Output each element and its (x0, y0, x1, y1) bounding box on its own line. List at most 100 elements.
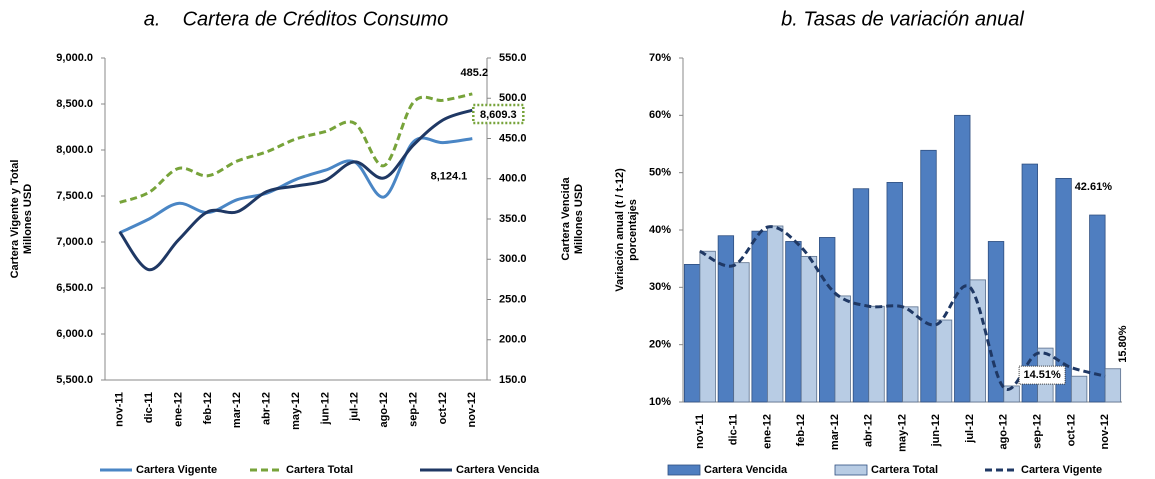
data-label-box (1018, 365, 1066, 385)
bar (1021, 163, 1038, 403)
y2-tick-label: 250.0 (499, 293, 527, 305)
y-tick-label: 6,500.0 (56, 282, 93, 294)
y2-tick-label: 400.0 (499, 173, 527, 185)
x-tick-label: jul-12 (349, 392, 361, 422)
line-series (699, 225, 1106, 391)
x-tick-label: ago-12 (378, 392, 390, 427)
x-tick-label: jun-12 (319, 392, 331, 425)
y2-axis-title: Millones USD (573, 184, 585, 254)
bar (987, 241, 1005, 403)
y2-tick-label: 200.0 (499, 334, 527, 346)
legend-label: Cartera Vencida (456, 464, 540, 476)
bar (902, 306, 919, 403)
data-label: 15.80% (1117, 325, 1129, 363)
y2-tick-label: 500.0 (499, 92, 527, 104)
chart-title: a. Cartera de Créditos Consumo (144, 8, 449, 30)
x-tick-label: abr-12 (261, 392, 273, 425)
bar (800, 255, 818, 403)
legend-label: Cartera Total (286, 464, 353, 476)
legend-swatch (834, 464, 868, 476)
bar (683, 263, 701, 403)
x-tick-label: mar-12 (231, 392, 243, 428)
bar (868, 305, 885, 403)
bar (920, 149, 937, 403)
x-tick-label: jun-12 (930, 414, 942, 447)
line-series (119, 136, 473, 235)
legend-label: Cartera Vigente (1021, 464, 1102, 476)
bar (969, 279, 986, 403)
bar (1055, 177, 1072, 403)
bar (767, 225, 784, 403)
y-tick-label: 8,000.0 (56, 144, 93, 156)
x-tick-label: oct-12 (1065, 414, 1077, 446)
y-tick-label: 9,000.0 (56, 52, 93, 64)
x-tick-label: nov-12 (1099, 414, 1111, 449)
x-tick-label: mar-12 (829, 414, 841, 450)
bar (1104, 368, 1122, 403)
bar (834, 295, 851, 403)
y-tick-label: 8,500.0 (56, 98, 93, 110)
bar (819, 237, 836, 403)
y2-tick-label: 550.0 (499, 52, 527, 64)
y-tick-label: 40% (649, 224, 671, 236)
legend-swatch (667, 464, 701, 476)
x-tick-label: ene-12 (172, 392, 184, 427)
chart-title: b. Tasas de variación anual (781, 8, 1024, 30)
x-tick-label: nov-12 (466, 392, 478, 427)
y2-tick-label: 150.0 (499, 374, 527, 386)
data-label: 8,609.3 (480, 109, 517, 121)
y-tick-label: 10% (649, 396, 671, 408)
legend-label: Cartera Vigente (136, 464, 217, 476)
x-tick-label: may-12 (896, 414, 908, 452)
y-axis-title: porcentajes (627, 199, 639, 261)
x-tick-label: abr-12 (863, 414, 875, 447)
data-label: 14.51% (1023, 369, 1061, 381)
y-axis-title: Millones USD (22, 184, 34, 254)
legend-label: Cartera Total (871, 464, 938, 476)
data-label-box (472, 103, 525, 125)
bar (717, 235, 735, 403)
y-tick-label: 30% (649, 281, 671, 293)
bar (852, 188, 870, 403)
y2-tick-label: 300.0 (499, 253, 527, 265)
line-series (118, 108, 473, 272)
data-label: 42.61% (1075, 181, 1113, 193)
bar (785, 241, 802, 403)
bar (954, 114, 971, 403)
bar (699, 250, 716, 403)
x-tick-label: feb-12 (795, 414, 807, 446)
y-tick-label: 7,500.0 (56, 190, 93, 202)
data-label: 485.2 (461, 67, 489, 79)
x-tick-label: feb-12 (202, 392, 214, 424)
x-tick-label: oct-12 (437, 392, 449, 424)
x-tick-label: nov-11 (694, 414, 706, 449)
x-tick-label: nov-11 (114, 392, 126, 427)
y2-tick-label: 350.0 (499, 213, 527, 225)
y-tick-label: 60% (649, 109, 671, 121)
x-tick-label: jul-12 (964, 414, 976, 444)
bar (1089, 214, 1106, 403)
y-axis-title: Variación anual (t / t-12) (614, 168, 626, 292)
x-tick-label: dic-11 (728, 414, 740, 445)
y-tick-label: 6,000.0 (56, 328, 93, 340)
x-tick-label: sep-12 (1031, 414, 1043, 449)
y-tick-label: 5,500.0 (56, 374, 93, 386)
y-tick-label: 20% (649, 339, 671, 351)
y-axis-title: Cartera Vigente y Total (9, 160, 21, 279)
bar (751, 230, 768, 403)
y2-axis-title: Cartera Vencida (560, 177, 572, 261)
x-tick-label: may-12 (290, 392, 302, 430)
x-tick-label: ago-12 (998, 414, 1010, 449)
x-tick-label: dic-11 (143, 392, 155, 423)
line-series (119, 92, 473, 204)
y-tick-label: 70% (649, 52, 671, 64)
bar (1070, 375, 1088, 403)
y-tick-label: 7,000.0 (56, 236, 93, 248)
bar (733, 262, 750, 403)
legend-label: Cartera Vencida (704, 464, 788, 476)
y2-tick-label: 450.0 (499, 132, 527, 144)
x-tick-label: ene-12 (761, 414, 773, 449)
x-tick-label: sep-12 (407, 392, 419, 427)
bar (886, 182, 903, 403)
